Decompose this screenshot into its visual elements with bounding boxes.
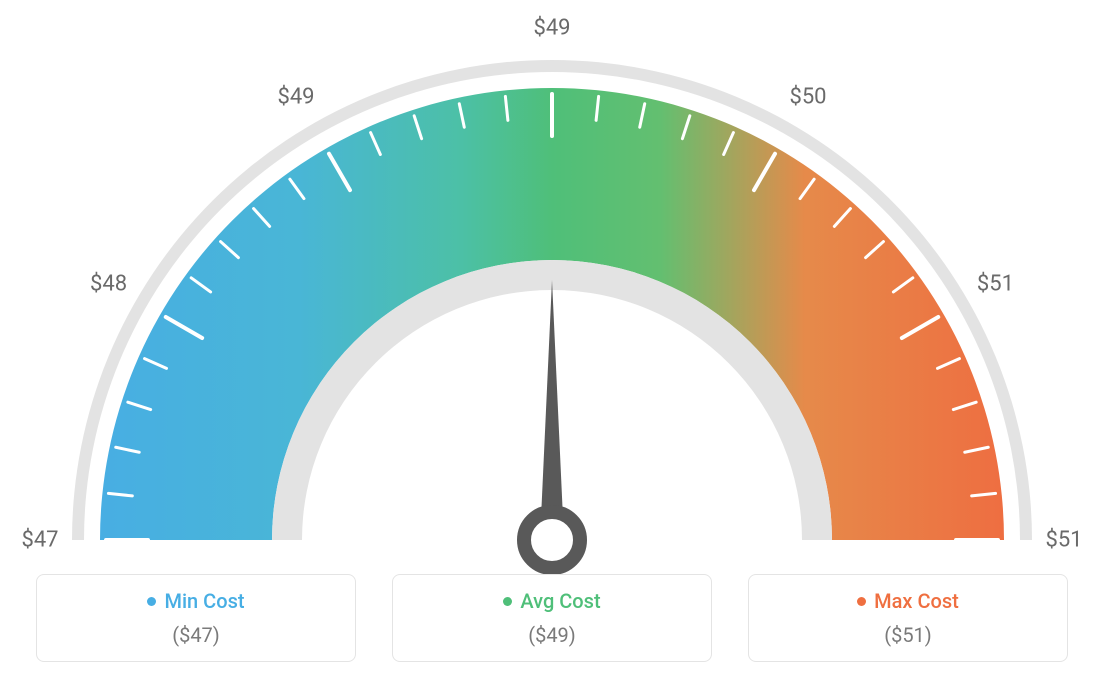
gauge-tick-label: $49 [533, 16, 570, 41]
gauge-tick-label: $48 [90, 272, 127, 297]
legend-value-min: ($47) [45, 623, 347, 647]
legend-card-max: Max Cost ($51) [748, 574, 1068, 662]
legend-label-max: Max Cost [874, 589, 959, 613]
gauge-tick-label: $50 [789, 84, 826, 109]
legend-card-avg: Avg Cost ($49) [392, 574, 712, 662]
legend-label-min: Min Cost [164, 589, 244, 613]
legend-title-min: Min Cost [147, 589, 244, 613]
gauge-area: $47 $48 $49 $49 $50 $51 $51 [0, 0, 1104, 570]
legend-value-avg: ($49) [401, 623, 703, 647]
legend-card-min: Min Cost ($47) [36, 574, 356, 662]
legend-dot-min [147, 597, 156, 606]
gauge-tick-label: $47 [21, 528, 58, 553]
legend-row: Min Cost ($47) Avg Cost ($49) Max Cost (… [0, 574, 1104, 662]
legend-title-max: Max Cost [857, 589, 959, 613]
gauge-tick-label: $49 [277, 84, 314, 109]
legend-title-avg: Avg Cost [503, 589, 600, 613]
gauge-tick-label: $51 [977, 272, 1014, 297]
legend-dot-max [857, 597, 866, 606]
legend-label-avg: Avg Cost [520, 589, 600, 613]
gauge-tick-label: $51 [1045, 528, 1082, 553]
legend-value-max: ($51) [757, 623, 1059, 647]
legend-dot-avg [503, 597, 512, 606]
gauge-chart [50, 40, 1054, 600]
cost-gauge-infographic: $47 $48 $49 $49 $50 $51 $51 Min Cost ($47) Avg… [0, 0, 1104, 690]
